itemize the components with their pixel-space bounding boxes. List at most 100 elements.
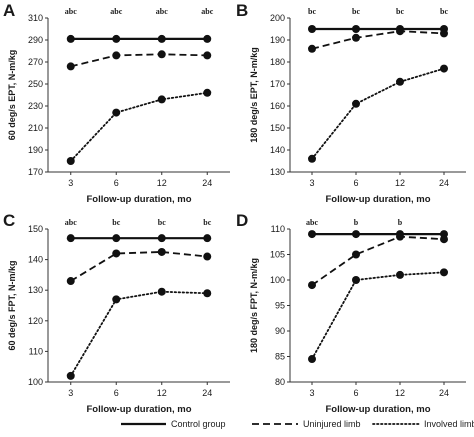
y-tick-label: 100 [270, 275, 285, 285]
data-point-involved [352, 276, 360, 284]
data-point-involved [308, 355, 316, 364]
significance-label: bc [352, 7, 360, 16]
x-tick-label: 24 [439, 178, 449, 188]
y-tick-label: 190 [270, 35, 285, 45]
data-point-involved [157, 287, 166, 296]
y-tick-label: 90 [275, 326, 285, 336]
x-tick-label: 12 [157, 178, 167, 188]
y-tick-label: 140 [270, 145, 285, 155]
legend: Control group Uninjured limb Involved limb [121, 419, 474, 429]
data-point-control [203, 34, 212, 43]
data-point-uninjured [396, 27, 404, 36]
data-point-control [308, 230, 316, 239]
data-point-uninjured [396, 232, 404, 241]
data-point-control [157, 34, 166, 43]
data-point-uninjured [157, 50, 166, 59]
data-point-control [66, 34, 75, 43]
data-point-uninjured [157, 247, 166, 256]
legend-label-uninjured: Uninjured limb [303, 419, 361, 429]
y-tick-label: 100 [28, 377, 43, 387]
y-tick-label: 210 [28, 123, 43, 133]
data-point-uninjured [112, 249, 121, 258]
panel-label: D [236, 211, 248, 230]
x-axis-title: Follow-up duration, mo [325, 404, 430, 415]
series-line-involved [69, 290, 209, 377]
series-line-uninjured [311, 30, 445, 50]
y-tick-label: 170 [28, 167, 43, 177]
series-line-uninjured [311, 235, 445, 286]
y-axis-title: 180 deg/s EPT, N-m/kg [249, 47, 259, 143]
y-tick-label: 160 [270, 101, 285, 111]
y-axis-title: 60 deg/s FPT, N-m/kg [7, 260, 17, 350]
x-tick-label: 12 [395, 178, 405, 188]
data-point-involved [203, 88, 212, 97]
data-point-uninjured [352, 250, 360, 259]
chart-panel-b: B 130 140 150 160 170 180 190 200 3 6 12 24 Follow-up… [236, 1, 466, 205]
y-tick-label: 150 [28, 224, 43, 234]
x-tick-label: 12 [157, 388, 167, 398]
data-point-involved [203, 289, 212, 298]
y-tick-label: 80 [275, 377, 285, 387]
panel-label: C [3, 211, 15, 230]
data-point-uninjured [308, 281, 316, 290]
data-point-control [112, 34, 121, 43]
y-tick-label: 130 [28, 285, 43, 295]
significance-label: bc [112, 218, 120, 227]
y-tick-label: 140 [28, 255, 43, 265]
significance-label: bc [308, 7, 316, 16]
data-point-involved [112, 295, 121, 304]
y-axis-title: 60 deg/s EPT, N-m/kg [7, 50, 17, 141]
data-point-involved [66, 157, 75, 165]
data-point-involved [440, 64, 448, 73]
y-tick-label: 200 [270, 13, 285, 23]
series-line-involved [311, 67, 445, 160]
legend-label-control: Control group [171, 419, 226, 429]
x-tick-label: 6 [114, 178, 119, 188]
y-tick-label: 310 [28, 13, 43, 23]
x-tick-label: 3 [309, 388, 314, 398]
data-point-uninjured [66, 277, 75, 286]
y-tick-label: 105 [270, 250, 285, 260]
data-point-involved [66, 371, 75, 380]
significance-label: abc [110, 7, 122, 16]
x-axis-title: Follow-up duration, mo [325, 194, 430, 205]
x-axis-title: Follow-up duration, mo [86, 194, 191, 205]
chart-panel-d: D 80 85 90 95 100 105 110 3 6 12 24 Follow-up durati… [236, 211, 466, 415]
y-tick-label: 95 [275, 301, 285, 311]
y-tick-label: 150 [270, 123, 285, 133]
significance-label: abc [306, 218, 318, 227]
x-tick-label: 12 [395, 388, 405, 398]
chart-panel-c: C 100 110 120 130 140 150 3 6 12 24 Follow-up durat… [3, 211, 230, 415]
x-tick-label: 24 [202, 388, 212, 398]
x-axis-title: Follow-up duration, mo [86, 404, 191, 415]
y-tick-label: 230 [28, 101, 43, 111]
x-tick-label: 6 [114, 388, 119, 398]
series-line-involved [311, 271, 445, 360]
y-tick-label: 190 [28, 145, 43, 155]
x-tick-label: 3 [309, 178, 314, 188]
panel-label: B [236, 1, 248, 20]
data-point-uninjured [203, 252, 212, 261]
data-point-involved [157, 95, 166, 104]
y-tick-label: 110 [29, 346, 43, 356]
data-point-involved [112, 108, 121, 117]
significance-label: abc [65, 218, 77, 227]
data-point-involved [352, 99, 360, 108]
series-line-involved [69, 91, 209, 162]
data-point-control [308, 25, 316, 33]
data-point-involved [440, 268, 448, 277]
y-tick-label: 270 [28, 57, 43, 67]
y-tick-label: 110 [271, 224, 285, 234]
y-tick-label: 130 [270, 167, 285, 177]
data-point-control [203, 234, 212, 243]
y-tick-label: 250 [28, 79, 43, 89]
data-point-uninjured [112, 51, 121, 60]
data-point-uninjured [352, 33, 360, 42]
legend-label-involved: Involved limb [424, 419, 474, 429]
y-tick-label: 180 [270, 57, 285, 67]
data-point-control [157, 234, 166, 243]
y-axis-title: 180 deg/s FPT, N-m/kg [249, 258, 259, 353]
x-tick-label: 3 [68, 178, 73, 188]
data-point-uninjured [203, 51, 212, 60]
data-point-involved [396, 270, 404, 279]
